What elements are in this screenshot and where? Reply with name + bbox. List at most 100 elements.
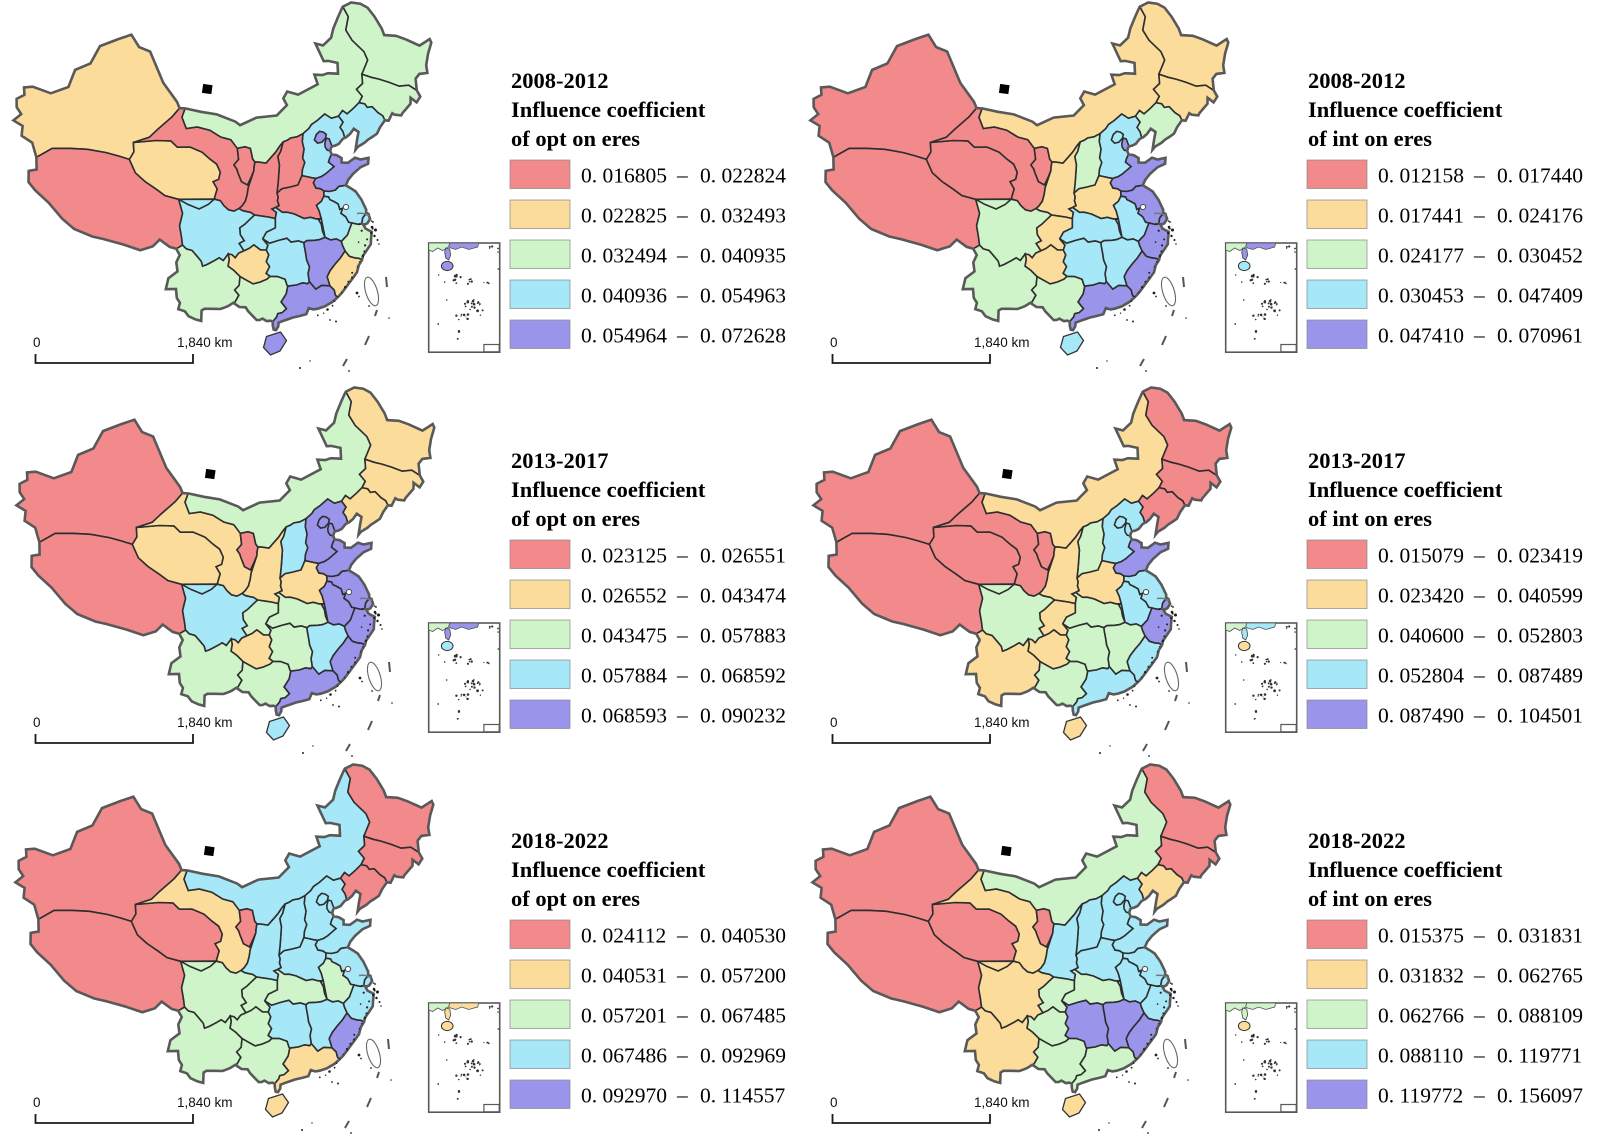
svg-text:–: – xyxy=(676,323,688,347)
svg-text:0. 032493: 0. 032493 xyxy=(700,204,786,228)
svg-text:0. 030453: 0. 030453 xyxy=(1378,284,1464,308)
svg-text:0. 088110: 0. 088110 xyxy=(1378,1044,1463,1068)
svg-text:–: – xyxy=(676,1003,688,1027)
svg-text:0: 0 xyxy=(830,335,838,350)
svg-text:0. 070961: 0. 070961 xyxy=(1497,324,1583,348)
svg-text:0. 057201: 0. 057201 xyxy=(581,1004,667,1028)
svg-text:0. 043474: 0. 043474 xyxy=(700,584,786,608)
svg-text:–: – xyxy=(676,203,688,227)
svg-text:–: – xyxy=(1473,283,1485,307)
svg-text:–: – xyxy=(1473,1003,1485,1027)
svg-text:1,840 km: 1,840 km xyxy=(177,335,233,350)
svg-text:0: 0 xyxy=(33,1095,41,1110)
svg-text:0. 030452: 0. 030452 xyxy=(1497,244,1583,268)
svg-text:Influence coefficient: Influence coefficient xyxy=(1308,477,1503,502)
svg-text:–: – xyxy=(1473,583,1485,607)
svg-text:0. 119771: 0. 119771 xyxy=(1497,1044,1582,1068)
svg-text:Influence coefficient: Influence coefficient xyxy=(511,97,706,122)
svg-text:0. 026551: 0. 026551 xyxy=(700,544,786,568)
svg-text:0. 017441: 0. 017441 xyxy=(1378,204,1464,228)
svg-text:0: 0 xyxy=(830,1095,838,1110)
svg-text:0: 0 xyxy=(830,715,838,730)
svg-text:0. 104501: 0. 104501 xyxy=(1497,704,1583,728)
svg-text:2018-2022: 2018-2022 xyxy=(511,828,609,853)
svg-text:–: – xyxy=(676,623,688,647)
svg-text:–: – xyxy=(676,243,688,267)
svg-text:2018-2022: 2018-2022 xyxy=(1308,828,1406,853)
svg-text:0. 092969: 0. 092969 xyxy=(700,1044,786,1068)
svg-text:0. 067486: 0. 067486 xyxy=(581,1044,667,1068)
svg-text:0. 062766: 0. 062766 xyxy=(1378,1004,1464,1028)
svg-text:–: – xyxy=(676,1043,688,1067)
svg-text:–: – xyxy=(1473,963,1485,987)
svg-text:0. 088109: 0. 088109 xyxy=(1497,1004,1583,1028)
svg-text:1,840 km: 1,840 km xyxy=(974,1095,1030,1110)
svg-text:–: – xyxy=(1473,1043,1485,1067)
svg-text:0. 040530: 0. 040530 xyxy=(700,924,786,948)
svg-text:–: – xyxy=(1473,663,1485,687)
svg-text:0. 114557: 0. 114557 xyxy=(700,1084,785,1108)
svg-text:of int on eres: of int on eres xyxy=(1308,886,1432,911)
svg-text:0. 032494: 0. 032494 xyxy=(581,244,667,268)
svg-text:0. 119772: 0. 119772 xyxy=(1378,1084,1463,1108)
svg-text:0. 052803: 0. 052803 xyxy=(1497,624,1583,648)
svg-text:2013-2017: 2013-2017 xyxy=(511,448,609,473)
svg-text:–: – xyxy=(1473,243,1485,267)
svg-text:–: – xyxy=(1473,703,1485,727)
svg-text:0. 023419: 0. 023419 xyxy=(1497,544,1583,568)
svg-text:0. 047409: 0. 047409 xyxy=(1497,284,1583,308)
svg-text:0. 026552: 0. 026552 xyxy=(581,584,667,608)
svg-text:2013-2017: 2013-2017 xyxy=(1308,448,1406,473)
svg-text:0. 016805: 0. 016805 xyxy=(581,164,667,188)
svg-text:0. 092970: 0. 092970 xyxy=(581,1084,667,1108)
svg-text:2008-2012: 2008-2012 xyxy=(511,68,609,93)
svg-text:–: – xyxy=(1473,543,1485,567)
svg-text:0. 040935: 0. 040935 xyxy=(700,244,786,268)
svg-text:0. 015079: 0. 015079 xyxy=(1378,544,1464,568)
svg-text:–: – xyxy=(676,543,688,567)
svg-text:–: – xyxy=(676,1083,688,1107)
svg-text:–: – xyxy=(676,963,688,987)
svg-text:0. 040599: 0. 040599 xyxy=(1497,584,1583,608)
svg-text:0. 068593: 0. 068593 xyxy=(581,704,667,728)
svg-text:Influence coefficient: Influence coefficient xyxy=(1308,857,1503,882)
svg-text:0. 067485: 0. 067485 xyxy=(700,1004,786,1028)
svg-text:1,840 km: 1,840 km xyxy=(177,715,233,730)
svg-text:0. 057884: 0. 057884 xyxy=(581,664,667,688)
svg-text:0. 068592: 0. 068592 xyxy=(700,664,786,688)
svg-text:0. 040531: 0. 040531 xyxy=(581,964,667,988)
svg-text:0. 090232: 0. 090232 xyxy=(700,704,786,728)
svg-text:0. 031832: 0. 031832 xyxy=(1378,964,1464,988)
svg-text:–: – xyxy=(676,923,688,947)
svg-text:Influence coefficient: Influence coefficient xyxy=(511,477,706,502)
svg-text:0. 040600: 0. 040600 xyxy=(1378,624,1464,648)
svg-text:0. 054963: 0. 054963 xyxy=(700,284,786,308)
svg-text:0. 012158: 0. 012158 xyxy=(1378,164,1464,188)
svg-text:0. 043475: 0. 043475 xyxy=(581,624,667,648)
svg-text:–: – xyxy=(676,663,688,687)
svg-text:0. 024112: 0. 024112 xyxy=(581,924,666,948)
svg-text:0. 023125: 0. 023125 xyxy=(581,544,667,568)
svg-text:of int on eres: of int on eres xyxy=(1308,506,1432,531)
svg-text:–: – xyxy=(1473,323,1485,347)
svg-text:0. 024177: 0. 024177 xyxy=(1378,244,1464,268)
svg-text:0: 0 xyxy=(33,715,41,730)
svg-text:Influence coefficient: Influence coefficient xyxy=(1308,97,1503,122)
svg-text:2008-2012: 2008-2012 xyxy=(1308,68,1406,93)
svg-text:of opt on eres: of opt on eres xyxy=(511,506,640,531)
svg-text:0. 087489: 0. 087489 xyxy=(1497,664,1583,688)
svg-text:0. 022825: 0. 022825 xyxy=(581,204,667,228)
svg-text:0. 087490: 0. 087490 xyxy=(1378,704,1464,728)
svg-text:–: – xyxy=(1473,203,1485,227)
svg-text:1,840 km: 1,840 km xyxy=(974,335,1030,350)
svg-text:0. 047410: 0. 047410 xyxy=(1378,324,1464,348)
svg-text:of int on eres: of int on eres xyxy=(1308,126,1432,151)
svg-text:0. 072628: 0. 072628 xyxy=(700,324,786,348)
svg-text:1,840 km: 1,840 km xyxy=(177,1095,233,1110)
svg-text:–: – xyxy=(1473,923,1485,947)
svg-text:of opt on eres: of opt on eres xyxy=(511,886,640,911)
svg-text:0. 031831: 0. 031831 xyxy=(1497,924,1583,948)
svg-text:–: – xyxy=(1473,623,1485,647)
svg-text:0. 156097: 0. 156097 xyxy=(1497,1084,1583,1108)
svg-text:of opt on eres: of opt on eres xyxy=(511,126,640,151)
